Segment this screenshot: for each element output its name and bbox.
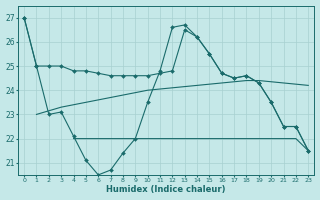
X-axis label: Humidex (Indice chaleur): Humidex (Indice chaleur) bbox=[107, 185, 226, 194]
